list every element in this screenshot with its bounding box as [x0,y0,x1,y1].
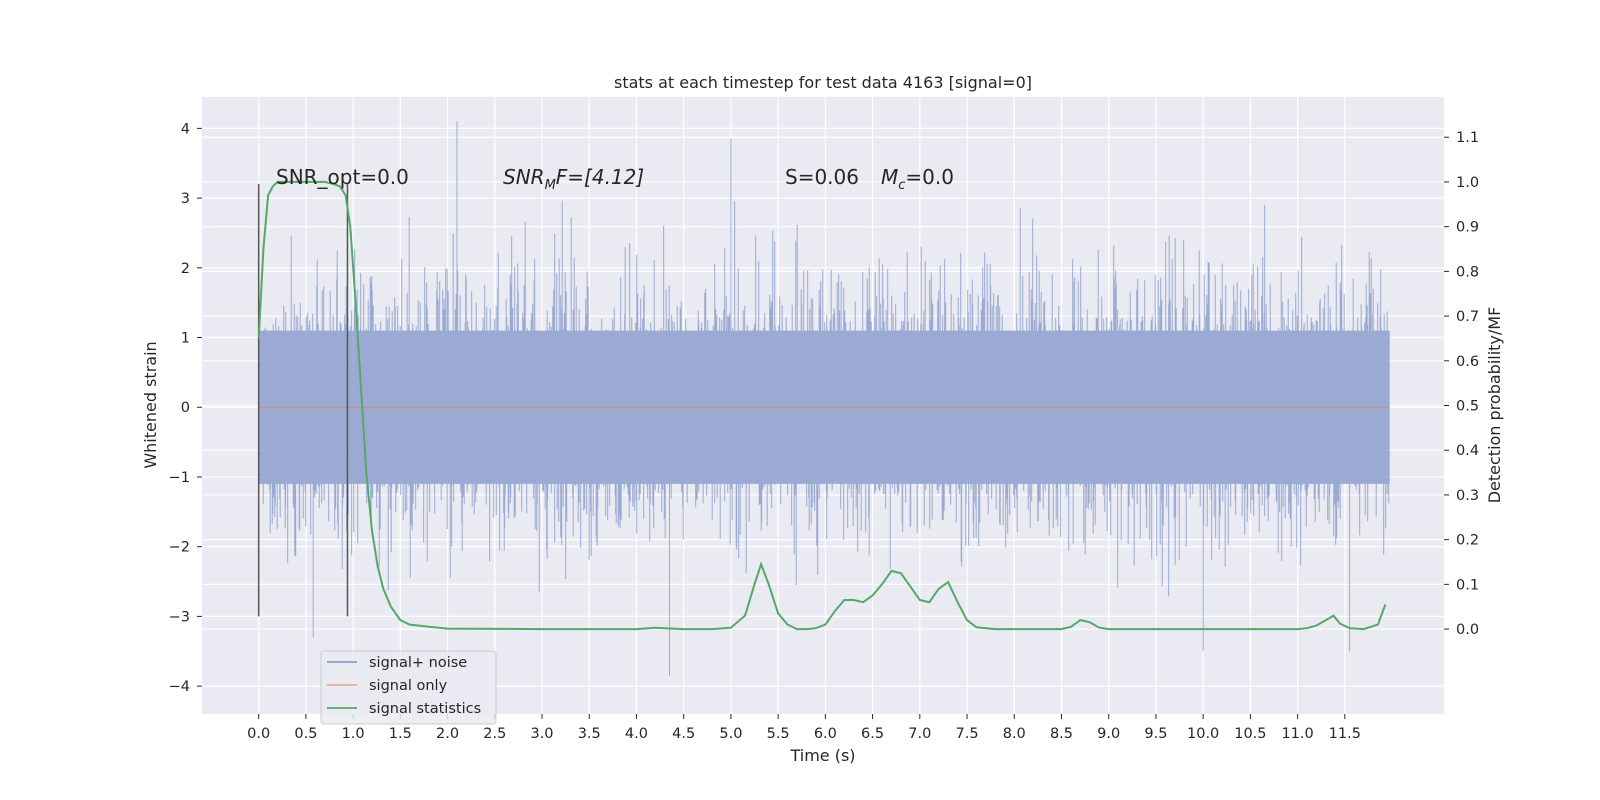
legend-label-signal-only: signal only [369,678,448,694]
annotation-snr-opt: SNR_opt=0.0 [276,165,409,189]
x-tick-label: 10.0 [1187,726,1219,742]
y-tick-label-right: 1.0 [1456,175,1479,191]
annotation-s-stat: S=0.06 [785,165,859,189]
x-tick-label: 3.5 [578,726,601,742]
x-tick-label: 0.0 [247,726,270,742]
legend-box [320,650,497,725]
y-tick-label-left: 2 [181,261,190,277]
y-axis-label-left: Whitened strain [141,341,160,468]
y-tick-label-right: 0.9 [1456,220,1479,236]
y-axis-label-right: Detection probability/MF [1485,307,1504,504]
annotation-mc-sub: c [898,178,905,193]
x-tick-label: 6.5 [861,726,884,742]
x-tick-label: 2.0 [436,726,459,742]
y-tick-label-right: 0.1 [1456,577,1479,593]
y-tick-label-right: 0.8 [1456,264,1479,280]
annotation-mc-base: M [881,165,898,189]
x-tick-label: 11.5 [1329,726,1361,742]
y-tick-label-left: −1 [169,470,190,486]
x-tick-label: 5.0 [719,726,742,742]
x-tick-label: 9.5 [1144,726,1167,742]
y-tick-label-right: 0.3 [1456,488,1479,504]
x-axis-label: Time (s) [789,746,855,765]
y-tick-label-left: 0 [181,400,190,416]
y-tick-label-left: 1 [181,331,190,347]
y-tick-label-left: −3 [169,609,190,625]
annotation-snr-mf-base: SNR [503,165,545,189]
annotation-snr-mf: SNRMF=[4.12] [503,165,644,193]
y-tick-label-right: 0.0 [1456,622,1479,638]
x-tick-label: 4.0 [625,726,648,742]
x-tick-label: 2.5 [483,726,506,742]
legend-label-signal-noise: signal+ noise [369,655,467,671]
legend: signal+ noise signal only signal statist… [320,650,497,725]
y-tick-label-left: 3 [181,191,190,207]
series-layer [257,180,1390,631]
x-tick-label: 7.0 [908,726,931,742]
x-tick-label: 10.5 [1234,726,1266,742]
x-tick-label: 7.5 [956,726,979,742]
y-tick-label-right: 0.4 [1456,443,1479,459]
x-tick-label: 3.0 [530,726,553,742]
x-tick-label: 8.5 [1050,726,1073,742]
y-tick-label-right: 0.5 [1456,399,1479,415]
x-tick-label: 0.5 [294,726,317,742]
x-tick-label: 4.5 [672,726,695,742]
x-tick-label: 8.0 [1003,726,1026,742]
y-tick-label-left: −4 [169,679,190,695]
y-tick-label-right: 0.6 [1456,354,1479,370]
y-tick-label-left: −2 [169,540,190,556]
annotation-snr-mf-rest: F=[4.12] [556,165,644,189]
x-tick-label: 9.0 [1097,726,1120,742]
x-tick-label: 1.5 [389,726,412,742]
y-tick-label-right: 0.7 [1456,309,1479,325]
x-tick-label: 5.5 [767,726,790,742]
y-tick-label-right: 1.1 [1456,130,1479,146]
legend-label-signal-statistics: signal statistics [369,701,481,717]
x-tick-label: 11.0 [1281,726,1313,742]
x-tick-label: 6.0 [814,726,837,742]
x-tick-label: 1.0 [342,726,365,742]
annotation-mc-rest: =0.0 [905,165,954,189]
y-tick-label-left: 4 [181,121,190,137]
signal-statistics-line [257,180,1387,631]
annotation-snr-mf-sub: M [545,178,556,193]
y-tick-label-right: 0.2 [1456,533,1479,549]
annotation-mc: Mc=0.0 [881,165,954,193]
axis-layer: 0.0 0.5 1.0 1.5 2.0 2.5 3.0 3.5 4.0 4.5 5.0 5.5 6.0 6… [169,121,1479,742]
chart-title: stats at each timestep for test data 416… [614,73,1032,92]
